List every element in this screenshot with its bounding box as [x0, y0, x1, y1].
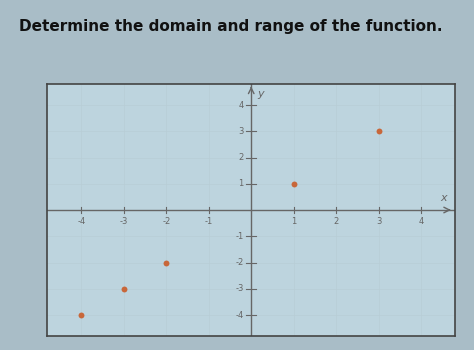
Text: 3: 3 [238, 127, 244, 136]
Point [120, 286, 128, 292]
Text: -2: -2 [235, 258, 244, 267]
Text: -1: -1 [205, 217, 213, 226]
Text: -3: -3 [119, 217, 128, 226]
Point [163, 260, 170, 265]
Point [290, 181, 298, 187]
Text: -1: -1 [235, 232, 244, 241]
Point [78, 312, 85, 318]
Text: 2: 2 [238, 153, 244, 162]
Text: -3: -3 [235, 284, 244, 293]
Text: 4: 4 [238, 100, 244, 110]
Text: 1: 1 [291, 217, 296, 226]
Text: -4: -4 [235, 310, 244, 320]
Text: -2: -2 [162, 217, 171, 226]
Text: 4: 4 [419, 217, 424, 226]
Text: y: y [257, 89, 264, 99]
Text: x: x [440, 194, 447, 203]
Text: 2: 2 [334, 217, 339, 226]
Text: 3: 3 [376, 217, 381, 226]
Text: 1: 1 [238, 179, 244, 188]
Text: -4: -4 [77, 217, 85, 226]
Text: Determine the domain and range of the function.: Determine the domain and range of the fu… [19, 20, 442, 34]
Point [375, 128, 383, 134]
